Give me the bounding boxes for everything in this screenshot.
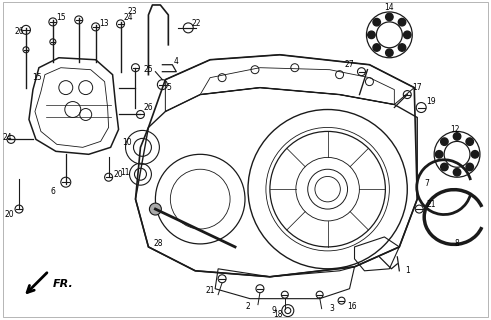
Text: 19: 19	[426, 97, 436, 106]
Circle shape	[404, 31, 411, 39]
Circle shape	[373, 19, 381, 26]
Circle shape	[385, 49, 393, 57]
Circle shape	[149, 203, 162, 215]
Circle shape	[368, 31, 375, 39]
Text: 7: 7	[425, 179, 430, 188]
Text: 6: 6	[51, 187, 55, 196]
Text: 11: 11	[120, 168, 129, 177]
Text: 26: 26	[14, 27, 24, 36]
Text: 9: 9	[272, 306, 276, 315]
Text: 13: 13	[99, 20, 109, 28]
Circle shape	[373, 44, 381, 51]
Text: 18: 18	[273, 310, 283, 319]
Text: 10: 10	[122, 138, 132, 147]
Text: 21: 21	[426, 200, 436, 209]
Text: 16: 16	[347, 302, 356, 311]
Text: 15: 15	[56, 13, 66, 22]
Text: 8: 8	[455, 239, 460, 248]
Circle shape	[466, 138, 473, 145]
Text: FR.: FR.	[53, 279, 74, 289]
Text: 23: 23	[128, 7, 137, 16]
Text: 26: 26	[144, 103, 153, 112]
Text: 15: 15	[32, 73, 42, 82]
Text: 4: 4	[174, 57, 179, 66]
Text: 21: 21	[205, 286, 215, 295]
Text: 12: 12	[450, 125, 460, 134]
Circle shape	[398, 44, 406, 51]
Circle shape	[466, 163, 473, 171]
Circle shape	[436, 151, 443, 158]
Circle shape	[471, 151, 479, 158]
Text: 5: 5	[166, 83, 171, 92]
Text: 1: 1	[405, 266, 409, 275]
Text: 22: 22	[191, 20, 201, 28]
Text: 14: 14	[384, 4, 394, 12]
Circle shape	[440, 138, 448, 145]
Circle shape	[398, 19, 406, 26]
Circle shape	[453, 133, 461, 140]
Text: 2: 2	[246, 302, 250, 311]
Text: 27: 27	[345, 60, 355, 69]
Circle shape	[385, 13, 393, 21]
Text: 3: 3	[329, 304, 334, 313]
Text: 17: 17	[412, 83, 422, 92]
Text: 24: 24	[124, 13, 134, 22]
Circle shape	[453, 169, 461, 176]
Text: 28: 28	[154, 239, 163, 248]
Circle shape	[440, 163, 448, 171]
Text: 25: 25	[144, 65, 153, 74]
Text: 24: 24	[2, 133, 12, 142]
Text: 20: 20	[114, 170, 123, 179]
Text: 20: 20	[4, 210, 14, 219]
